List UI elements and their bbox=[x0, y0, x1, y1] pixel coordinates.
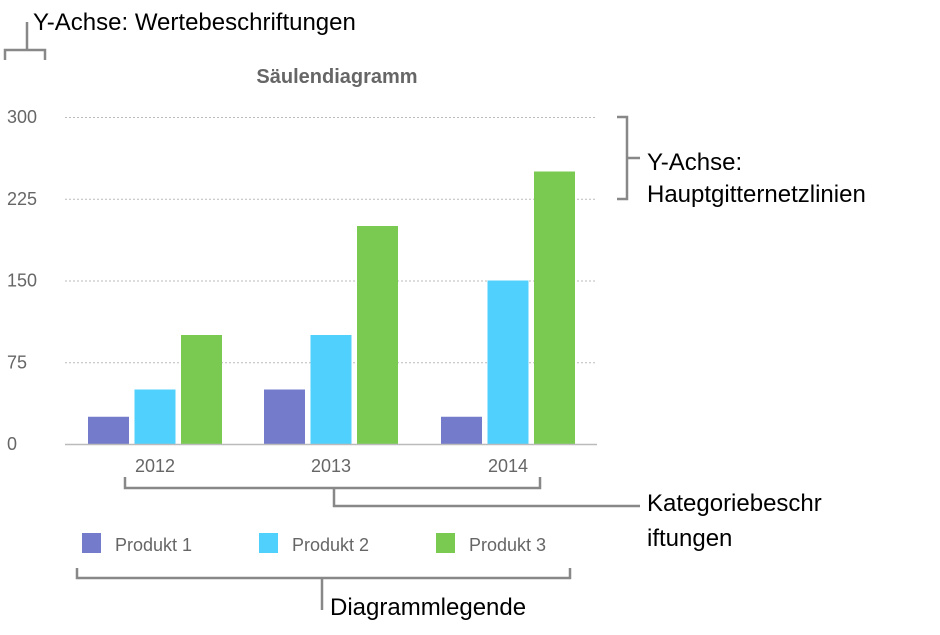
callout-y-axis-labels: Y-Achse: Wertebeschriftungen bbox=[33, 9, 356, 36]
callout-category-line2: iftungen bbox=[647, 525, 732, 552]
y-tick-label: 300 bbox=[7, 107, 37, 127]
callout-gridlines-line2: Hauptgitternetzlinien bbox=[647, 181, 866, 208]
bar-2013-series-2 bbox=[310, 335, 352, 444]
bar-2014-series-2 bbox=[487, 280, 529, 444]
callout-category-line1: Kategoriebeschr bbox=[647, 490, 822, 517]
callout-bracket-y-labels bbox=[3, 22, 47, 60]
y-tick-label: 150 bbox=[7, 271, 37, 291]
callout-bracket-categories bbox=[123, 477, 640, 508]
legend-swatch bbox=[259, 533, 278, 553]
bar-2014-series-1 bbox=[441, 416, 482, 444]
x-tick-label: 2012 bbox=[135, 456, 175, 476]
bar-2013-series-1 bbox=[264, 389, 305, 444]
bar-2012-series-2 bbox=[134, 389, 176, 444]
callout-bracket-gridlines bbox=[617, 115, 640, 201]
callout-legend: Diagrammlegende bbox=[330, 594, 526, 621]
x-tick-label: 2014 bbox=[488, 456, 528, 476]
chart-title: Säulendiagramm bbox=[256, 66, 417, 88]
legend-label: Produkt 2 bbox=[292, 535, 369, 555]
bar-2012-series-3 bbox=[181, 335, 222, 444]
legend-label: Produkt 3 bbox=[469, 535, 546, 555]
legend-swatch bbox=[82, 533, 101, 553]
callout-gridlines-line1: Y-Achse: bbox=[647, 149, 742, 176]
y-tick-label: 0 bbox=[7, 434, 17, 454]
callout-bracket-legend bbox=[75, 568, 572, 610]
bar-2012-series-1 bbox=[88, 416, 129, 444]
y-tick-label: 225 bbox=[7, 189, 37, 209]
bar-2013-series-3 bbox=[357, 226, 398, 444]
legend-swatch bbox=[436, 533, 455, 553]
bar-2014-series-3 bbox=[534, 171, 575, 444]
legend-label: Produkt 1 bbox=[115, 535, 192, 555]
x-tick-label: 2013 bbox=[311, 456, 351, 476]
y-tick-label: 75 bbox=[7, 352, 27, 372]
